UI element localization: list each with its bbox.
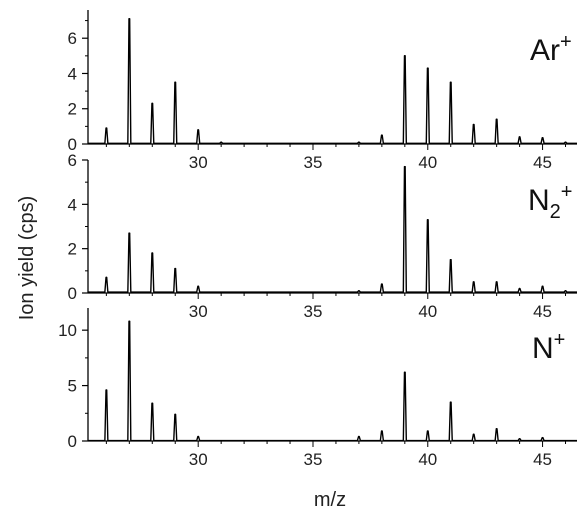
x-tick-label: 40: [418, 450, 437, 469]
peak-point: [106, 277, 108, 279]
x-axis-title: m/z: [314, 489, 346, 511]
peak-point: [106, 127, 108, 129]
peak-point: [381, 430, 383, 432]
peak-point: [358, 141, 360, 143]
panel-n2-plus: 0 2 4 6 30 35 40 45 N2+: [68, 151, 577, 321]
y-tick-label: 6: [68, 29, 77, 48]
peak-point: [174, 268, 176, 270]
y-tick-label: 4: [68, 64, 77, 83]
peak-point: [151, 403, 153, 405]
peak-point: [542, 137, 544, 139]
peak-point: [381, 283, 383, 285]
ion-label-n2-plus: N2+: [528, 181, 572, 223]
x-tick-label: 35: [304, 450, 323, 469]
x-tick-label: 40: [418, 302, 437, 321]
peak-point: [174, 414, 176, 416]
peak-point: [496, 119, 498, 121]
peak-point: [197, 436, 199, 438]
peak-point: [542, 286, 544, 288]
peak-point: [358, 290, 360, 292]
y-tick-label: 4: [68, 195, 77, 214]
peak-point: [565, 290, 567, 292]
peak-point: [220, 141, 222, 143]
peak-point: [519, 438, 521, 440]
peak-point: [404, 371, 406, 373]
peak-point: [151, 103, 153, 105]
peak-point: [450, 259, 452, 261]
peak-point: [427, 67, 429, 69]
x-tick-label: 30: [189, 153, 208, 172]
spectrum-trace: [88, 19, 577, 143]
peak-point: [197, 129, 199, 131]
y-tick-label: 0: [68, 284, 77, 303]
x-tick-label: 30: [189, 302, 208, 321]
peak-point: [473, 281, 475, 283]
peak-point: [404, 55, 406, 57]
peak-point: [450, 81, 452, 83]
peak-point: [174, 81, 176, 83]
ion-label-ar-plus: Ar+: [530, 31, 572, 67]
peak-point: [129, 321, 131, 323]
peak-point: [106, 389, 108, 391]
peak-point: [519, 288, 521, 290]
x-tick-label: 35: [304, 302, 323, 321]
ion-label-n-plus: N+: [532, 329, 565, 365]
y-tick-label: 10: [58, 321, 77, 340]
x-tick-label: 45: [533, 302, 552, 321]
peak-point: [381, 134, 383, 136]
y-tick-label: 6: [68, 151, 77, 170]
peak-point: [427, 219, 429, 221]
x-tick-label: 45: [533, 153, 552, 172]
x-tick-label: 45: [533, 450, 552, 469]
y-tick-label: 0: [68, 432, 77, 451]
spectrum-trace: [88, 167, 577, 292]
y-tick-label: 2: [68, 240, 77, 259]
x-tick-label: 35: [304, 153, 323, 172]
peak-point: [427, 430, 429, 432]
peak-point: [565, 141, 567, 143]
peak-point: [473, 434, 475, 436]
peak-point: [496, 428, 498, 430]
peak-point: [473, 124, 475, 126]
peak-point: [129, 18, 131, 20]
peak-point: [358, 436, 360, 438]
peak-point: [519, 136, 521, 138]
y-tick-label: 5: [68, 377, 77, 396]
x-tick-label: 30: [189, 450, 208, 469]
peak-point: [450, 401, 452, 403]
x-tick-label: 40: [418, 153, 437, 172]
peak-point: [151, 252, 153, 254]
peak-point: [404, 166, 406, 168]
spectrum-trace: [88, 321, 577, 440]
peak-point: [129, 232, 131, 234]
y-axis-title: Ion yield (cps): [16, 196, 38, 321]
y-tick-label: 2: [68, 100, 77, 119]
peak-point: [197, 286, 199, 288]
peak-point: [496, 281, 498, 283]
peak-point: [542, 437, 544, 439]
panel-n-plus: 0 5 10 30 35 40 45 N+: [58, 308, 577, 469]
